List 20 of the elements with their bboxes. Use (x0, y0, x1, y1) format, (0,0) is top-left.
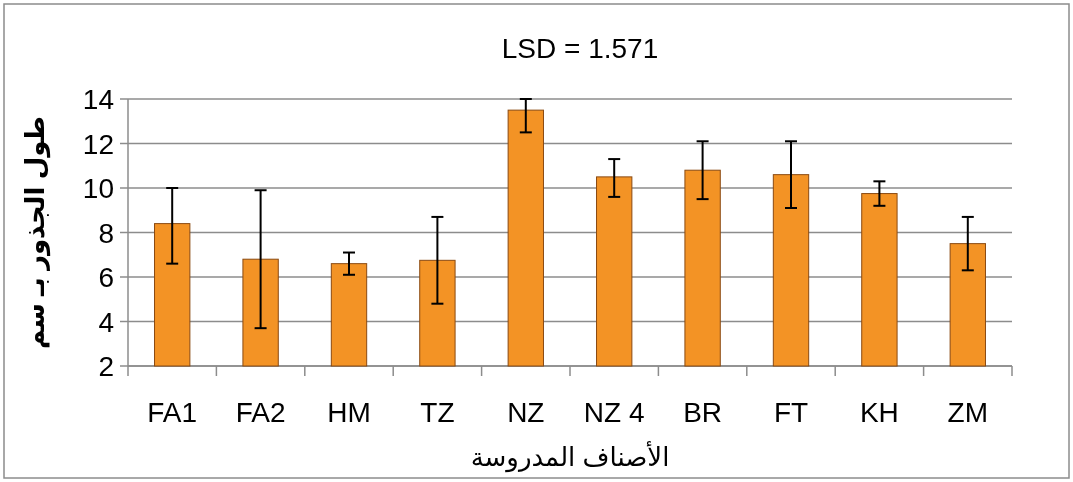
chart-title: LSD = 1.571 (501, 33, 659, 64)
x-tick-label: HM (327, 397, 371, 428)
x-tick-label: KH (859, 397, 899, 428)
x-tick-label: FA1 (147, 397, 198, 428)
x-tick-label: FT (773, 397, 809, 428)
x-tick-label: BR (683, 397, 723, 428)
y-tick-label: 6 (98, 262, 114, 293)
y-tick-label: 10 (82, 173, 114, 204)
y-tick-label: 4 (98, 306, 114, 338)
y-tick-label: 14 (82, 84, 114, 115)
x-axis-title: الأصناف المدروسة (470, 440, 670, 473)
y-tick-label: 8 (98, 217, 114, 249)
y-tick-label: 2 (98, 351, 114, 382)
x-tick-label: NZ 4 (583, 397, 645, 428)
x-tick-label: NZ (507, 397, 545, 428)
x-tick-label: FA2 (235, 397, 286, 428)
y-axis-title: طول الجذور بـ سم (20, 115, 51, 350)
x-tick-label: TZ (420, 397, 455, 428)
y-tick-label: 12 (82, 128, 114, 160)
x-tick-label: ZM (947, 397, 989, 428)
